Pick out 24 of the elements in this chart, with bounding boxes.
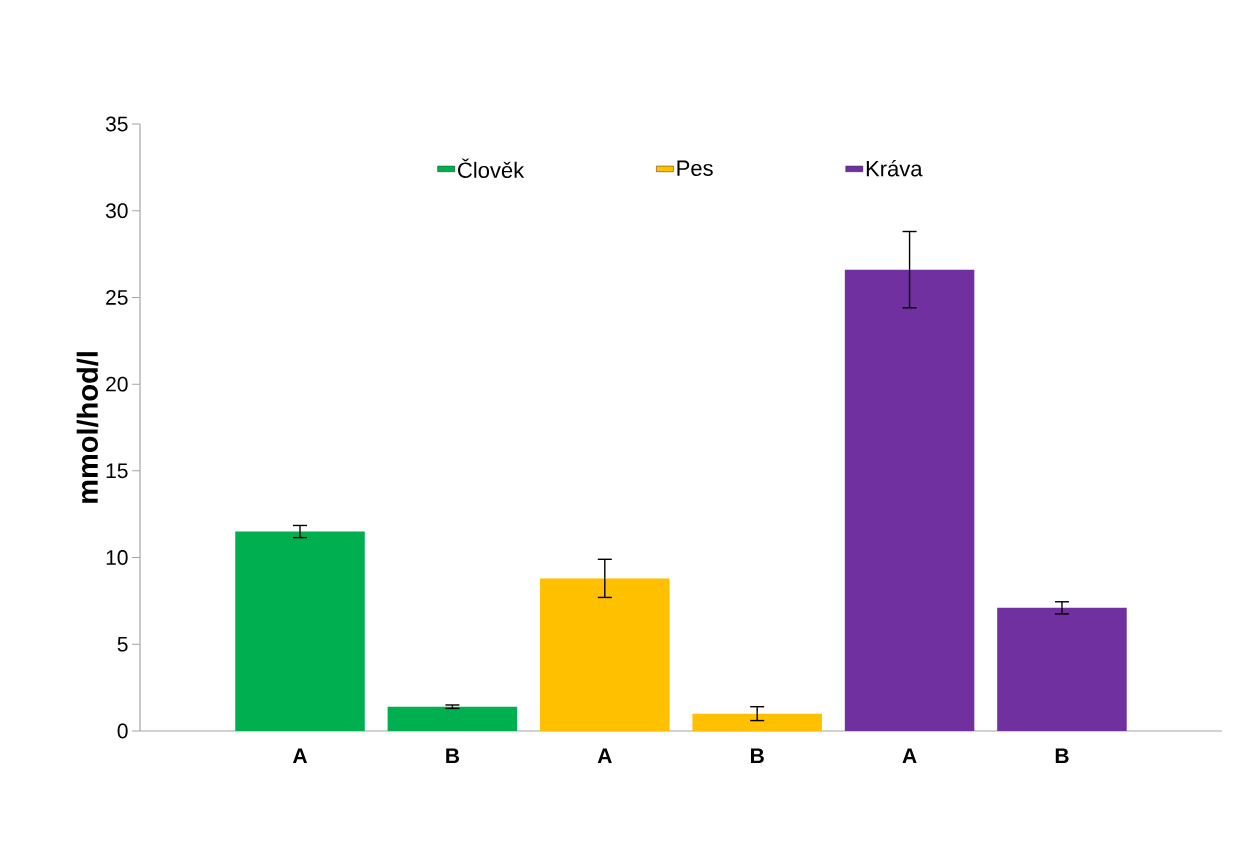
y-tick-label: 30	[105, 203, 128, 219]
bar	[235, 531, 365, 731]
y-tick-label: 10	[106, 550, 128, 565]
y-axis-title: mmol/hod/l	[76, 352, 99, 503]
legend-label: Pes	[677, 160, 713, 176]
x-tick-label: A	[292, 748, 308, 763]
bar	[997, 607, 1127, 731]
x-tick-label: B	[751, 748, 764, 763]
bar	[692, 713, 822, 731]
y-tick-label: 0	[117, 723, 128, 739]
x-tick-label: A	[902, 748, 917, 763]
bar	[387, 706, 518, 731]
x-tick-label: B	[446, 748, 460, 763]
x-tick-label: B	[1055, 748, 1069, 763]
x-tick-label: A	[597, 748, 612, 763]
y-tick-label: 15	[106, 463, 128, 479]
y-tick-label: 20	[106, 376, 128, 392]
y-tick-label: 25	[106, 289, 128, 305]
legend-label: Člověk	[458, 158, 525, 178]
bar	[540, 578, 670, 731]
y-tick-label: 5	[117, 636, 128, 652]
legend-label: Kráva	[866, 160, 923, 177]
bar	[844, 269, 975, 731]
y-tick-label: 35	[105, 116, 128, 132]
